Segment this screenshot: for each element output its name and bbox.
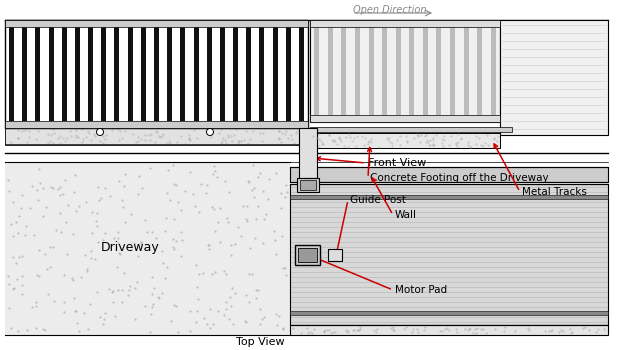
Bar	[220, 27, 225, 121]
Bar	[409, 27, 414, 115]
Bar	[310, 115, 500, 122]
Bar	[5, 121, 308, 128]
Bar	[290, 167, 608, 182]
Bar	[290, 184, 608, 325]
Bar	[342, 27, 347, 115]
Bar	[167, 27, 172, 121]
Text: Top View: Top View	[236, 337, 285, 347]
Text: Wall: Wall	[395, 210, 417, 220]
Text: Concrete Footing off the Driveway: Concrete Footing off the Driveway	[370, 173, 549, 183]
Bar	[290, 311, 608, 315]
Bar	[75, 27, 80, 121]
Bar	[286, 27, 291, 121]
Bar	[464, 27, 469, 115]
Bar	[5, 20, 308, 27]
Bar	[273, 27, 278, 121]
Text: Open Direction: Open Direction	[353, 5, 427, 15]
Bar	[314, 27, 319, 115]
Text: Front View: Front View	[368, 158, 427, 168]
Text: Guide Post: Guide Post	[350, 195, 406, 205]
Bar	[295, 245, 320, 265]
Bar	[154, 27, 159, 121]
Bar	[5, 20, 308, 128]
Bar	[101, 27, 106, 121]
Bar	[5, 128, 500, 145]
Bar	[5, 162, 290, 335]
Bar	[193, 27, 198, 121]
Bar	[396, 27, 401, 115]
Bar	[88, 27, 93, 121]
Bar	[290, 195, 608, 199]
Bar	[310, 127, 512, 132]
Bar	[62, 27, 67, 121]
Bar	[299, 128, 317, 178]
Bar	[115, 27, 120, 121]
Bar	[246, 27, 251, 121]
Text: Motor Pad: Motor Pad	[395, 285, 447, 295]
Bar	[141, 27, 146, 121]
Bar	[290, 325, 608, 335]
Bar	[310, 20, 500, 122]
Bar	[477, 27, 482, 115]
Bar	[368, 27, 374, 115]
Bar	[382, 27, 387, 115]
Text: Driveway: Driveway	[100, 241, 159, 254]
Bar	[436, 27, 441, 115]
Bar	[259, 27, 264, 121]
Bar	[206, 27, 211, 121]
Bar	[233, 27, 238, 121]
Bar	[450, 27, 455, 115]
Circle shape	[97, 128, 104, 135]
Bar	[328, 27, 333, 115]
Bar	[490, 27, 496, 115]
Bar	[48, 27, 53, 121]
Bar	[299, 27, 304, 121]
Bar	[297, 178, 319, 192]
Bar	[355, 27, 360, 115]
Bar	[423, 27, 428, 115]
Bar	[9, 27, 14, 121]
Bar	[298, 247, 317, 261]
Bar	[35, 27, 40, 121]
Bar	[310, 133, 500, 148]
Bar	[22, 27, 27, 121]
Bar	[310, 20, 500, 27]
Bar	[180, 27, 185, 121]
Bar	[328, 248, 342, 260]
Bar	[128, 27, 133, 121]
Bar	[300, 180, 316, 190]
Bar	[500, 20, 608, 135]
Circle shape	[206, 128, 213, 135]
Text: Metal Tracks: Metal Tracks	[522, 187, 587, 197]
